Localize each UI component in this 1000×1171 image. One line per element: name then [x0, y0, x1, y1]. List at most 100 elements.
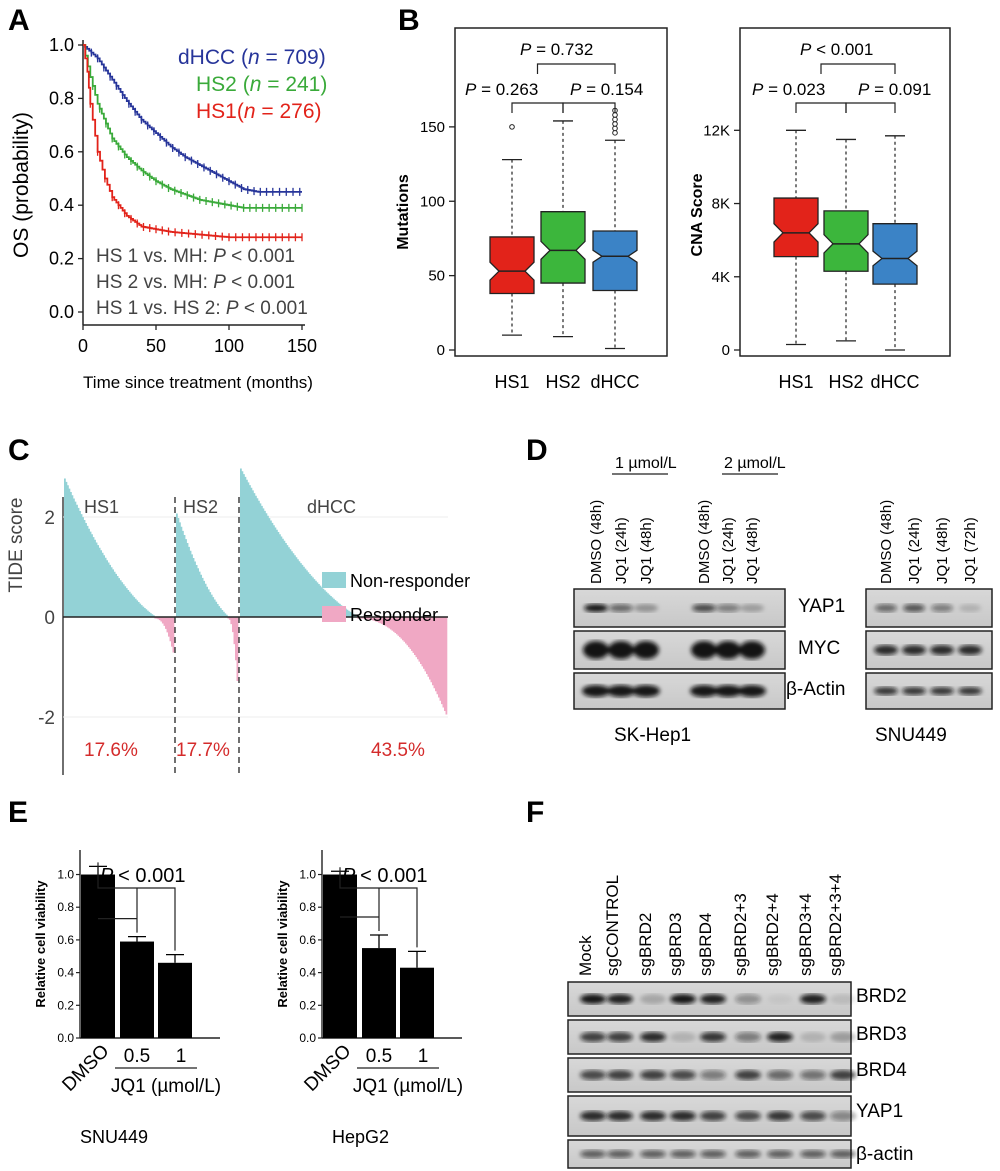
viability-ytick-label: 0.2 [57, 998, 74, 1012]
km-legend-hs1: HS1(n = 276) [196, 100, 322, 123]
mutations-categories: HS1 HS2 dHCC [494, 372, 639, 392]
box-category-label: dHCC [870, 372, 919, 392]
f-protein-brd3: BRD3 [856, 1024, 907, 1045]
tide-ytick-label: 0 [44, 608, 55, 629]
km-stat-3: HS 1 vs. HS 2: P < 0.001 [96, 298, 308, 319]
box-outlier [612, 121, 618, 127]
d-myc-skhep1-band [691, 641, 717, 659]
tide-legend-swatch-responder [322, 606, 346, 622]
f-brd2-band [580, 994, 606, 1004]
mutations-ylabel: Mutations [395, 174, 412, 250]
box-outlier [612, 116, 618, 123]
f-lane-label: sgCONTROL [603, 875, 622, 976]
km-curves [83, 44, 303, 242]
tide-legend: Non-responder Responder [322, 571, 470, 625]
d-myc-snu449-band [930, 645, 954, 655]
km-ylabel: OS (probability) [10, 112, 33, 258]
km-curve-hs2 [83, 44, 302, 209]
f-brd2-band [830, 994, 856, 1004]
cna-pvalues: P < 0.001 P = 0.023 P = 0.091 [752, 40, 931, 99]
sig-bracket [845, 102, 896, 113]
viability-cat-05: 0.5 [124, 1046, 150, 1067]
tide-bars-nonresponder-dhcc [240, 468, 358, 617]
km-ytick-label: 0.2 [49, 249, 74, 269]
viability-ytick-label: 0.4 [299, 966, 316, 980]
d-lane-label-snu: JQ1 (24h) [906, 517, 923, 584]
sig-bracket [536, 63, 616, 74]
box-outlier [612, 112, 618, 118]
f-lane-label: sgBRD3 [666, 913, 685, 976]
f-actin-band [640, 1150, 666, 1158]
f-lane-label: sgBRD4 [696, 913, 715, 976]
e-cell-hepg2: HepG2 [332, 1127, 389, 1147]
d-myc-skhep1-band [715, 641, 741, 659]
tide-percent-hs1: 17.6% [84, 740, 138, 761]
d-myc-skhep1-band [739, 641, 765, 659]
box-dhcc [872, 223, 918, 285]
box-hs2 [540, 211, 586, 284]
d-yap1-skhep1-band [716, 604, 740, 612]
f-lane-label: sgBRD2 [636, 913, 655, 976]
f-protein-yap1: YAP1 [856, 1101, 903, 1122]
d-lane-label-sk: DMSO (48h) [696, 500, 713, 584]
panel-d-letter: D [526, 434, 548, 467]
panel-c-letter: C [8, 434, 30, 467]
viability-bar-0 [323, 874, 357, 1038]
f-brd3-band [800, 1032, 826, 1042]
viability-xlabel: JQ1 (µmol/L) [353, 1076, 463, 1097]
tide-group-labels: HS1 HS2 dHCC [84, 497, 356, 517]
viability-ytick-label: 0.0 [299, 1031, 316, 1045]
f-protein-labels: BRD2 BRD3 BRD4 YAP1 β-actin [856, 986, 913, 1165]
mutations-boxplot: 0 50 100 150 [420, 63, 638, 359]
d-lane-label-snu: DMSO (48h) [878, 500, 895, 584]
f-brd3-band [735, 1032, 761, 1042]
viability-bar-1 [362, 948, 396, 1038]
f-brd3-band [670, 1032, 696, 1042]
box-dhcc [592, 230, 638, 292]
d-protein-labels: YAP1 MYC β-Actin [786, 596, 846, 700]
viability-ytick-label: 1.0 [299, 868, 316, 882]
tide-bars-responder-dhcc [357, 617, 448, 715]
f-yap1-band [607, 1111, 633, 1121]
tide-group-hs2: HS2 [183, 497, 218, 517]
tide-legend-swatch-nonresponder [322, 572, 346, 588]
f-brd2-band [700, 994, 726, 1004]
viability-bar-2 [158, 962, 192, 1038]
d-yap1-snu449-band [931, 604, 953, 612]
km-legend: dHCC (n = 709) HS2 (n = 241) HS1(n = 276… [178, 46, 327, 123]
tide-bars-responder-hs2 [227, 617, 239, 681]
km-ytick-label: 1.0 [49, 35, 74, 55]
box-category-label: dHCC [590, 372, 639, 392]
f-brd4-band [670, 1070, 696, 1080]
panel-d: D 1 µmol/L 2 µmol/L DMSO (48h) JQ1 (24h) J… [526, 434, 993, 746]
f-lane-label: Mock [576, 935, 595, 976]
tide-group-hs1: HS1 [84, 497, 119, 517]
box-ytick-label: 4K [712, 269, 730, 286]
panel-a: A OS (probability) Time since treatment … [8, 4, 327, 392]
f-brd2-band [607, 994, 633, 1004]
f-actin-bands [580, 1150, 856, 1158]
f-actin-band [830, 1150, 856, 1158]
viability-ytick-label: 0.6 [299, 933, 316, 947]
tide-bars-responder-hs1 [154, 617, 175, 653]
box-ytick-label: 50 [428, 268, 445, 285]
d-yap1-skhep1-band [692, 604, 716, 612]
viability-ytick-label: 0.8 [299, 900, 316, 914]
f-protein-brd2: BRD2 [856, 986, 907, 1007]
d-yap1-skhep1-band [609, 604, 633, 612]
km-legend-dhcc: dHCC (n = 709) [178, 46, 326, 69]
d-lane-label-sk: JQ1 (48h) [744, 517, 761, 584]
f-blots [567, 981, 856, 1169]
cna-p-right: P = 0.091 [858, 80, 931, 99]
d-lane-label-sk: JQ1 (24h) [720, 517, 737, 584]
f-lane-label: sgBRD2+3+4 [826, 874, 845, 976]
viability-bar-2 [400, 967, 434, 1038]
tide-waterfall [63, 468, 448, 775]
f-yap1-band [800, 1111, 826, 1121]
cna-p-left: P = 0.023 [752, 80, 825, 99]
box-category-label: HS2 [828, 372, 863, 392]
tide-ytick-label: 2 [44, 508, 55, 529]
f-actin-band [767, 1150, 793, 1158]
tide-legend-nonresponder: Non-responder [350, 571, 470, 591]
tide-legend-responder: Responder [350, 605, 438, 625]
